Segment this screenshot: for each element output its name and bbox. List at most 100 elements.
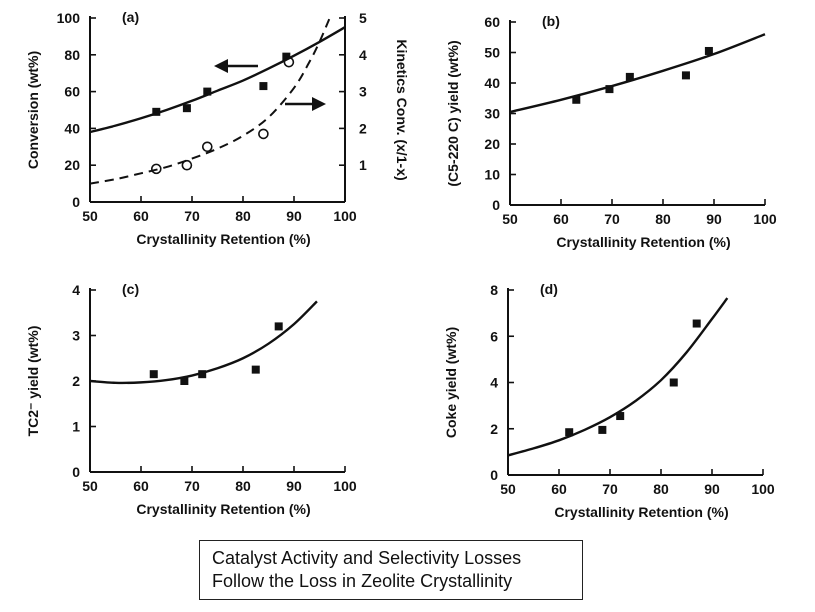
panel-d-xtick-label: 80 xyxy=(653,481,669,497)
panel-a-ytick-right-label: 3 xyxy=(359,84,367,100)
panel-d-xtick-label: 90 xyxy=(704,481,720,497)
panel-c-xtick-label: 50 xyxy=(82,478,98,494)
panel-b: 50 60 70 80 90 100 0 10 20 30 40 50 60 Crystallinity … xyxy=(445,13,777,250)
arrow-left-head xyxy=(214,59,228,73)
caption-box: Catalyst Activity and Selectivity Losses… xyxy=(199,540,583,600)
panel-a-label: (a) xyxy=(122,9,139,25)
figure-canvas: 50 60 70 80 90 10002040608010012345Crystallin… xyxy=(25,9,777,520)
panel-a-ytick-label: 0 xyxy=(72,194,80,210)
panel-a-ytick-right-label: 2 xyxy=(359,120,367,136)
panel-d-square-point xyxy=(616,412,625,421)
panel-b-ytick-label: 10 xyxy=(484,167,500,183)
panel-a-ytick-label: 80 xyxy=(64,47,80,63)
panel-a-ylabel-right: Kinetics Conv. (x/1-x) xyxy=(394,39,410,180)
panel-c-ytick-label: 0 xyxy=(72,464,80,480)
caption-line-1: Catalyst Activity and Selectivity Losses xyxy=(212,548,522,568)
panel-c-square-point xyxy=(274,322,283,331)
panel-d-xtick-label: 50 xyxy=(500,481,516,497)
panel-a-arrows xyxy=(214,59,326,111)
panel-a-ytick-label: 60 xyxy=(64,84,80,100)
panel-b-xtick-label: 70 xyxy=(604,211,620,227)
panel-c: 50 60 70 80 90 100 0 1 2 3 4 Crystallinity Retentio… xyxy=(25,281,357,517)
panel-d-ytick-label: 6 xyxy=(490,328,498,344)
panel-c-ylabel: TC2⁻ yield (wt%) xyxy=(25,326,41,437)
panel-b-xtick-label: 60 xyxy=(553,211,569,227)
panel-d-label: (d) xyxy=(540,281,558,297)
panel-d-xtick-label: 70 xyxy=(602,481,618,497)
panel-b-square-point xyxy=(704,46,713,55)
panel-d: 50 60 70 80 90 100 0 2 4 6 8 Crystallinity Retentio… xyxy=(443,281,775,520)
caption-line-2: Follow the Loss in Zeolite Crystallinity xyxy=(212,571,513,591)
panel-d-ytick-label: 8 xyxy=(490,282,498,298)
panel-c-xlabel: Crystallinity Retention (%) xyxy=(136,501,310,517)
panel-c-xtick-label: 60 xyxy=(133,478,149,494)
panel-b-ytick-label: 40 xyxy=(484,75,500,91)
panel-b-fit-line xyxy=(509,33,766,114)
panel-d-ylabel: Coke yield (wt%) xyxy=(443,327,459,438)
panel-b-xtick-label: 80 xyxy=(655,211,671,227)
panel-b-ytick-label: 50 xyxy=(484,45,500,61)
panel-c-fit-line xyxy=(89,300,318,385)
panel-b-xtick-label: 90 xyxy=(706,211,722,227)
panel-a-ytick-label: 40 xyxy=(64,120,80,136)
panel-b-ytick-label: 30 xyxy=(484,106,500,122)
panel-a-ytick-right-label: 5 xyxy=(359,10,367,26)
panel-d-square-point xyxy=(692,319,701,328)
panel-c-square-point xyxy=(180,377,189,385)
panel-a-ytick-label: 20 xyxy=(64,157,80,173)
panel-a-fit-line xyxy=(89,26,346,134)
panel-c-xtick-label: 80 xyxy=(235,478,251,494)
panel-b-ytick-label: 20 xyxy=(484,136,500,152)
panel-a-xtick-label: 70 xyxy=(184,208,200,224)
panel-c-ytick-label: 3 xyxy=(72,328,80,344)
panel-c-square-point xyxy=(149,370,158,379)
panel-c-xtick-label: 90 xyxy=(286,478,302,494)
panel-c-square-point xyxy=(251,365,260,374)
panel-b-xtick-label: 50 xyxy=(502,211,518,227)
panel-a-ylabel: Conversion (wt%) xyxy=(25,51,41,169)
panel-a-square-point xyxy=(152,107,161,116)
panel-d-xtick-label: 60 xyxy=(551,481,567,497)
panel-b-ylabel: (C5-220 C) yield (wt%) xyxy=(445,40,461,186)
panel-b-square-point xyxy=(681,71,690,80)
panel-c-xtick-label: 100 xyxy=(333,478,357,494)
panel-a-square-point xyxy=(259,82,268,91)
panel-a: 50 60 70 80 90 100 0 20 40 60 80 100 1 2 3 4 5 Crystallin… xyxy=(25,9,410,247)
panel-a-fit-line-dashed xyxy=(89,17,331,185)
panel-d-fit-line xyxy=(507,297,729,457)
panel-c-ytick-label: 2 xyxy=(72,373,80,389)
panel-a-ytick-right-label: 1 xyxy=(359,157,367,173)
panel-c-label: (c) xyxy=(122,281,139,297)
panel-b-xlabel: Crystallinity Retention (%) xyxy=(556,234,730,250)
panel-a-xtick-label: 50 xyxy=(82,208,98,224)
panel-d-ytick-label: 2 xyxy=(490,421,498,437)
panel-b-xtick-label: 100 xyxy=(753,211,777,227)
panel-a-square-point xyxy=(203,87,212,96)
panel-b-ytick-label: 0 xyxy=(492,197,500,213)
panel-a-ytick-label: 100 xyxy=(57,10,81,26)
panel-a-xtick-label: 60 xyxy=(133,208,149,224)
panel-c-ytick-label: 4 xyxy=(72,282,80,298)
panel-d-xtick-label: 100 xyxy=(751,481,775,497)
panel-b-square-point xyxy=(572,95,581,104)
arrow-right-head xyxy=(312,97,326,111)
panel-a-circle-point xyxy=(181,159,193,171)
panel-d-square-point xyxy=(669,378,678,387)
panel-d-xlabel: Crystallinity Retention (%) xyxy=(554,504,728,520)
panel-c-xtick-label: 70 xyxy=(184,478,200,494)
panel-c-ytick-label: 1 xyxy=(72,419,80,435)
panel-d-ytick-label: 4 xyxy=(490,375,498,391)
panel-a-xtick-label: 90 xyxy=(286,208,302,224)
panel-d-ytick-label: 0 xyxy=(490,467,498,483)
panel-a-square-point xyxy=(282,52,291,61)
panel-b-square-point xyxy=(625,72,634,81)
panel-d-square-point xyxy=(598,425,607,434)
panel-a-ytick-right-label: 4 xyxy=(359,47,367,63)
panel-b-ytick-label: 60 xyxy=(484,14,500,30)
panel-a-square-point xyxy=(182,104,191,113)
panel-a-xlabel: Crystallinity Retention (%) xyxy=(136,231,310,247)
panel-a-xtick-label: 100 xyxy=(333,208,357,224)
panel-a-circle-point xyxy=(202,141,213,153)
panel-b-square-point xyxy=(605,85,614,94)
panel-a-xtick-label: 80 xyxy=(235,208,251,224)
